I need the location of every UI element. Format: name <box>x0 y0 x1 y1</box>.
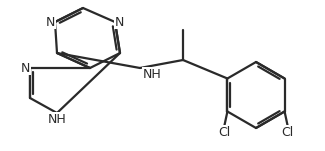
Text: NH: NH <box>143 67 162 80</box>
Text: N: N <box>20 61 30 74</box>
Text: Cl: Cl <box>281 125 294 138</box>
Text: N: N <box>46 16 55 29</box>
Text: Cl: Cl <box>218 125 230 138</box>
Text: N: N <box>115 16 124 29</box>
Text: NH: NH <box>48 113 66 126</box>
